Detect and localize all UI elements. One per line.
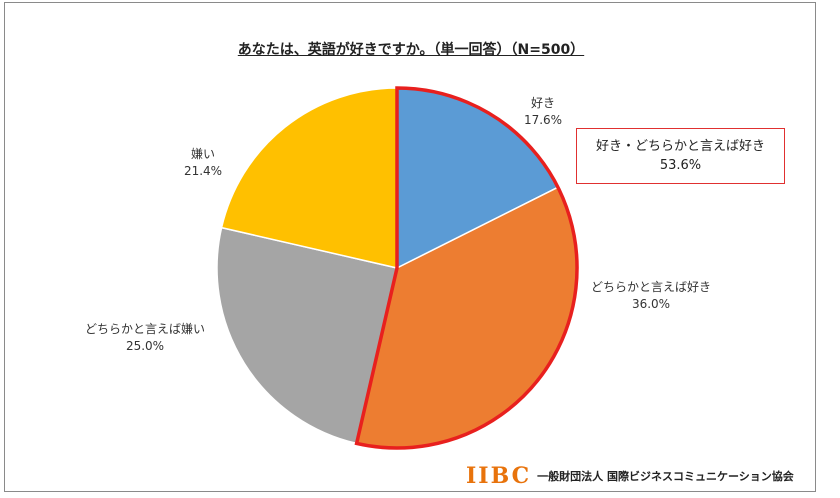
slice-label-like-name: 好き [530,96,555,110]
chart-title: あなたは、英語が好きですか。（単一回答）（N=500） [237,42,585,58]
iibc-logo: IIBC [466,463,532,489]
footer: IIBC 一般財団法人 国際ビジネスコミュニケーション協会 [466,463,794,489]
slice-label-somewhat-dislike-name: どちらかと言えば嫌い [84,322,205,336]
highlight-outline [354,86,579,450]
slice-label-somewhat-like-value: 36.0% [631,297,671,311]
pie-slices [216,87,578,449]
slice-label-somewhat-dislike-value: 25.0% [125,339,165,353]
slice-label-somewhat-like-name: どちらかと言えば好き [590,280,711,294]
slice-label-like-value: 17.6% [523,113,563,127]
slice-label-like: 好き 17.6% [513,95,573,129]
highlight-callout-value: 53.6% [659,158,702,173]
slice-label-somewhat-dislike: どちらかと言えば嫌い 25.0% [65,321,225,355]
highlight-callout-label: 好き・どちらかと言えば好き [595,139,765,154]
slice-label-dislike-name: 嫌い [190,147,215,161]
slice-label-somewhat-like: どちらかと言えば好き 36.0% [571,279,731,313]
slice-label-dislike-value: 21.4% [183,164,223,178]
slice-label-dislike: 嫌い 21.4% [173,146,233,180]
footer-org-name: 一般財団法人 国際ビジネスコミュニケーション協会 [537,470,794,483]
highlight-callout: 好き・どちらかと言えば好き 53.6% [576,128,785,184]
pie-slice-dislike [220,87,398,269]
pie-slice-somewhat-dislike [216,226,398,445]
